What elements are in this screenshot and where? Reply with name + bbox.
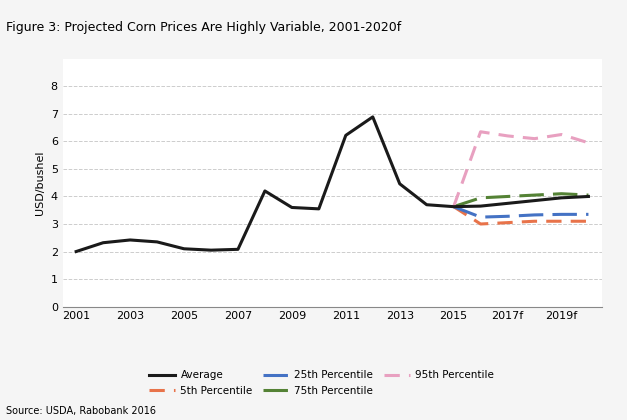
95th Percentile: [530, 136, 538, 141]
Line: 25th Percentile: 25th Percentile: [453, 207, 588, 217]
75th Percentile: [450, 204, 457, 209]
Average: [99, 240, 107, 245]
Average: [315, 206, 322, 211]
Average: [207, 248, 214, 253]
25th Percentile: [530, 213, 538, 218]
25th Percentile: [557, 212, 565, 217]
Legend: Average, 5th Percentile, 25th Percentile, 75th Percentile, 95th Percentile: Average, 5th Percentile, 25th Percentile…: [145, 366, 498, 400]
5th Percentile: [450, 204, 457, 209]
Average: [72, 249, 80, 254]
5th Percentile: [503, 220, 511, 225]
5th Percentile: [530, 219, 538, 224]
Average: [180, 246, 187, 251]
75th Percentile: [503, 194, 511, 199]
75th Percentile: [557, 191, 565, 196]
Average: [584, 194, 592, 199]
5th Percentile: [584, 219, 592, 224]
25th Percentile: [450, 204, 457, 209]
Y-axis label: USD/bushel: USD/bushel: [35, 150, 45, 215]
Average: [557, 195, 565, 200]
Average: [342, 133, 349, 138]
25th Percentile: [477, 215, 484, 220]
95th Percentile: [503, 134, 511, 139]
Average: [450, 204, 457, 209]
Average: [153, 239, 161, 244]
Average: [288, 205, 295, 210]
Average: [126, 237, 134, 242]
95th Percentile: [450, 204, 457, 209]
25th Percentile: [503, 214, 511, 219]
Average: [503, 201, 511, 206]
Average: [396, 181, 403, 186]
Average: [234, 247, 241, 252]
Average: [530, 198, 538, 203]
Line: 75th Percentile: 75th Percentile: [453, 194, 588, 207]
Line: 95th Percentile: 95th Percentile: [453, 132, 588, 207]
75th Percentile: [584, 192, 592, 197]
5th Percentile: [477, 221, 484, 226]
Text: Figure 3: Projected Corn Prices Are Highly Variable, 2001-2020f: Figure 3: Projected Corn Prices Are High…: [6, 21, 401, 34]
Average: [369, 114, 376, 119]
75th Percentile: [477, 195, 484, 200]
Average: [477, 204, 484, 209]
Average: [423, 202, 430, 207]
75th Percentile: [530, 192, 538, 197]
5th Percentile: [557, 219, 565, 224]
Line: 5th Percentile: 5th Percentile: [453, 207, 588, 224]
25th Percentile: [584, 212, 592, 217]
95th Percentile: [477, 129, 484, 134]
95th Percentile: [584, 140, 592, 145]
95th Percentile: [557, 132, 565, 137]
Average: [261, 189, 268, 194]
Line: Average: Average: [76, 117, 588, 252]
Text: Source: USDA, Rabobank 2016: Source: USDA, Rabobank 2016: [6, 406, 156, 416]
